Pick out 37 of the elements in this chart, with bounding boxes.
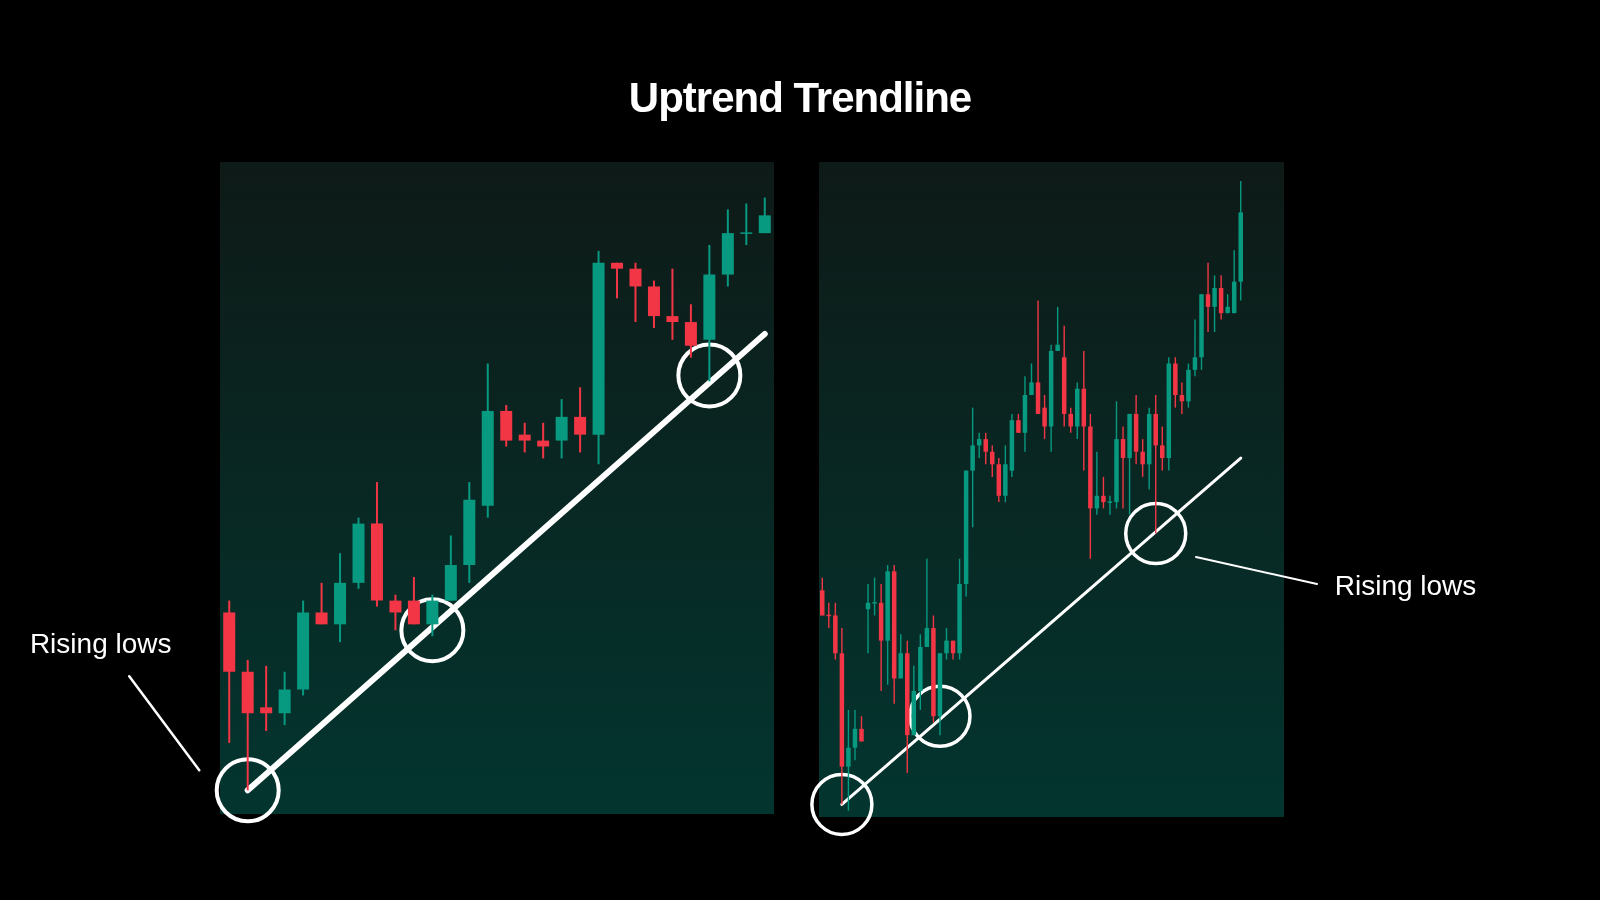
candlestick bbox=[1107, 495, 1113, 516]
candlestick bbox=[846, 709, 851, 812]
candlestick bbox=[629, 261, 642, 324]
candlestick bbox=[518, 421, 531, 454]
chart-title: Uptrend Trendline bbox=[628, 73, 972, 123]
candlestick bbox=[1205, 262, 1211, 333]
candlestick bbox=[574, 386, 587, 454]
candlestick bbox=[859, 715, 864, 743]
candlestick bbox=[1042, 394, 1047, 440]
candlestick bbox=[555, 398, 568, 460]
candlestick bbox=[278, 670, 291, 727]
candlestick bbox=[426, 593, 439, 638]
candlestick bbox=[1029, 362, 1034, 396]
candlestick bbox=[1192, 318, 1198, 377]
candlestick bbox=[666, 267, 679, 341]
candlestick bbox=[990, 444, 995, 478]
text: Rising lows bbox=[29, 628, 172, 660]
candlestick bbox=[1101, 476, 1106, 510]
candlestick bbox=[1140, 438, 1145, 478]
candlestick bbox=[611, 261, 624, 300]
candlestick bbox=[315, 581, 328, 626]
candlestick bbox=[1068, 406, 1073, 434]
candlestick bbox=[389, 593, 402, 632]
candlestick bbox=[537, 421, 550, 460]
candlestick bbox=[1212, 274, 1217, 333]
candlestick bbox=[872, 576, 877, 617]
candlestick bbox=[1016, 413, 1021, 434]
text: Rising lows bbox=[1334, 570, 1477, 602]
candlestick bbox=[944, 627, 949, 661]
candlestick bbox=[684, 303, 697, 359]
candlestick bbox=[1160, 425, 1165, 472]
candlestick bbox=[983, 432, 988, 466]
candlestick bbox=[260, 664, 273, 733]
candlestick bbox=[758, 196, 771, 235]
candlestick bbox=[1055, 306, 1060, 352]
candlestick bbox=[740, 202, 753, 246]
candlestick bbox=[407, 575, 420, 626]
